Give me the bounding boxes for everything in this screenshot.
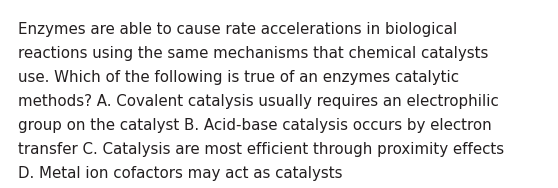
Text: reactions using the same mechanisms that chemical catalysts: reactions using the same mechanisms that…	[18, 46, 488, 61]
Text: group on the catalyst B. Acid-base catalysis occurs by electron: group on the catalyst B. Acid-base catal…	[18, 118, 492, 133]
Text: D. Metal ion cofactors may act as catalysts: D. Metal ion cofactors may act as cataly…	[18, 166, 343, 181]
Text: methods? A. Covalent catalysis usually requires an electrophilic: methods? A. Covalent catalysis usually r…	[18, 94, 499, 109]
Text: Enzymes are able to cause rate accelerations in biological: Enzymes are able to cause rate accelerat…	[18, 22, 457, 37]
Text: transfer C. Catalysis are most efficient through proximity effects: transfer C. Catalysis are most efficient…	[18, 142, 504, 157]
Text: use. Which of the following is true of an enzymes catalytic: use. Which of the following is true of a…	[18, 70, 459, 85]
